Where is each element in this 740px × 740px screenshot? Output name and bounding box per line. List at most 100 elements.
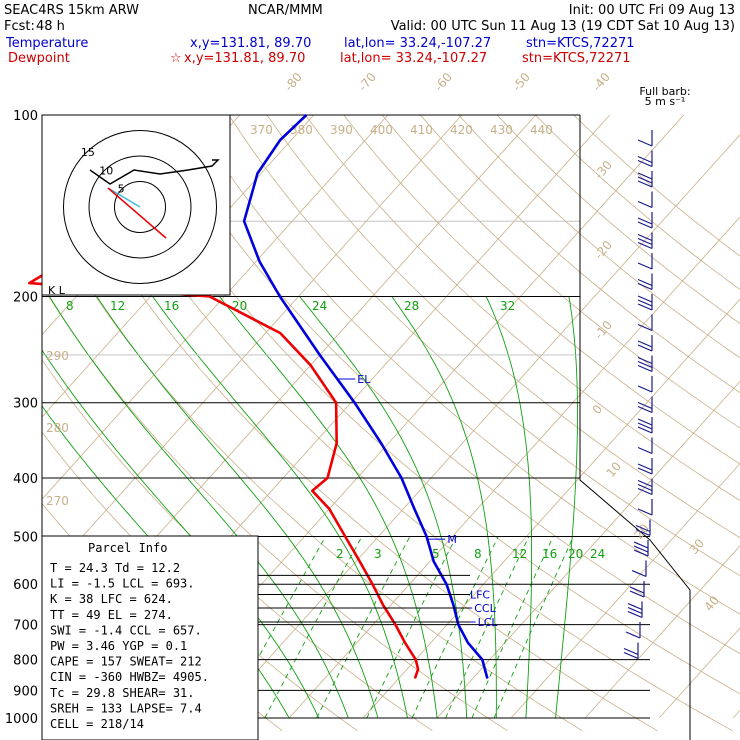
wind-barb-flag — [629, 586, 645, 594]
isotherm-line — [214, 134, 740, 719]
dry-adiabat-label: 280 — [46, 421, 69, 435]
model-name: SEAC4RS 15km ARW — [4, 3, 139, 18]
wind-barb-flag — [637, 217, 653, 225]
dry-adiabat-label: 290 — [46, 349, 69, 363]
pressure-tick-label: 800 — [13, 654, 38, 669]
parcel-info-row: PW = 3.46 YGP = 0.1 — [50, 639, 187, 653]
dry-adiabat-line — [42, 125, 658, 732]
wind-barb-flag — [637, 467, 653, 475]
wind-barb-flag — [637, 172, 653, 180]
hodograph-ring-label: 15 — [81, 146, 95, 159]
pressure-tick-label: 300 — [13, 397, 38, 412]
mixing-ratio-line — [445, 536, 530, 719]
wind-barb-flag — [627, 610, 643, 619]
isotherm-label: -10 — [592, 318, 615, 342]
dry-adiabat-label: 400 — [370, 123, 393, 137]
wind-barb-flag — [637, 237, 653, 246]
wind-barb-flag — [629, 590, 645, 598]
wind-barb-flag — [637, 385, 653, 393]
pressure-tick-label: 600 — [13, 578, 38, 593]
parcel-info-panel: Parcel Info T = 24.3 Td = 12.2 LI = -1.5 … — [41, 535, 470, 740]
wind-barb-flag — [637, 221, 653, 229]
dry-adiabat-label: 420 — [450, 123, 473, 137]
hodograph-storm-motion — [107, 187, 141, 208]
dry-adiabat-label: 440 — [530, 123, 553, 137]
dry-adiabat-label: 430 — [490, 123, 513, 137]
parcel-info-row: SWI = -1.4 CCL = 657. — [50, 623, 202, 637]
mixing-ratio-line — [316, 536, 411, 719]
wind-barb-flag — [637, 200, 653, 209]
wind-barb-flag — [637, 344, 653, 352]
barb-title: Full barb: — [639, 85, 690, 98]
wind-barb-flag — [637, 155, 653, 164]
wind-barb-flag — [633, 545, 649, 553]
moist-adiabat-line — [391, 296, 497, 718]
isotherm-label: -60 — [432, 70, 455, 94]
isotherm-line — [436, 380, 740, 719]
temperature-legend-label: Temperature — [5, 36, 88, 51]
right-frame — [579, 115, 691, 740]
moist-adiabat-label: 24 — [312, 299, 327, 313]
pressure-tick-label: 500 — [13, 530, 38, 545]
wind-barb-flag — [633, 549, 649, 557]
mixing-ratio-line — [411, 536, 499, 719]
wind-barb-flag — [637, 360, 653, 369]
mixing-ratio-label: 2 — [336, 547, 344, 561]
wind-barb-flag — [637, 340, 653, 348]
mixing-ratio-line — [366, 536, 457, 719]
dry-adiabat-line — [228, 115, 740, 577]
pressure-tick-label: 900 — [13, 684, 38, 699]
lower-left-label: K L — [48, 284, 66, 297]
dry-adiabat-line — [496, 115, 740, 324]
isotherm-label: -40 — [590, 70, 613, 94]
isotherm-label: -20 — [592, 238, 615, 262]
dry-adiabat-line — [266, 115, 740, 539]
wind-barb-flag — [637, 508, 653, 516]
isotherm-line — [658, 627, 740, 719]
mixing-ratio-label: 5 — [432, 547, 440, 561]
isotherm-line — [288, 216, 740, 719]
pressure-tick-label: 1000 — [5, 712, 38, 727]
wind-barb-flag — [637, 262, 653, 270]
wind-barb-flag — [637, 422, 653, 430]
mixing-ratio-label: 12 — [512, 547, 527, 561]
wind-barb-flag — [637, 323, 653, 332]
dry-adiabat-label: 410 — [410, 123, 433, 137]
isotherm-label: 0 — [590, 402, 606, 417]
isotherm-label: 40 — [702, 593, 723, 614]
temperature-stn: stn=KTCS,72271 — [526, 36, 635, 51]
moist-adiabat-line — [555, 296, 578, 719]
wind-barb-flag — [635, 524, 651, 533]
mixing-ratio-line — [264, 536, 363, 719]
wind-barb-flag — [637, 487, 653, 496]
mixing-ratio-line — [493, 536, 574, 719]
wind-barb-flag — [637, 356, 653, 365]
wind-barb-flag — [637, 278, 653, 287]
parcel-info-row: SREH = 133 LAPSE= 7.4 — [50, 701, 202, 715]
wind-barb-flag — [637, 401, 653, 410]
parcel-info-box — [41, 535, 259, 740]
moist-adiabat-label: 32 — [500, 299, 515, 313]
wind-barb-flag — [637, 479, 653, 488]
mixing-ratio-label: 24 — [590, 547, 605, 561]
wind-barb-flag — [637, 282, 653, 291]
wind-barb-flag — [637, 233, 653, 242]
dry-adiabat-line — [419, 115, 740, 394]
dewpoint-legend-label: Dewpoint — [8, 51, 70, 66]
wind-barb-flag — [625, 631, 641, 639]
wind-barb-flag — [637, 303, 653, 311]
wind-barb-flag — [637, 405, 653, 414]
wind-barb-flag — [637, 483, 653, 492]
wind-barb-flag — [637, 159, 653, 168]
dewpoint-stn: stn=KTCS,72271 — [522, 51, 631, 66]
dry-adiabat-line — [458, 115, 740, 359]
hodograph-ring-label: 5 — [118, 183, 125, 196]
hodograph-shear-vector — [107, 187, 167, 239]
wind-barb-flag — [637, 463, 653, 471]
dewpoint-latlon: lat,lon= 33.24,-107.27 — [340, 51, 487, 66]
dry-adiabat-line — [151, 115, 740, 655]
dewpoint-xy: x,y=131.81, 89.70 — [184, 51, 305, 66]
isotherm-line — [510, 463, 740, 719]
isotherm-label: -30 — [592, 158, 615, 182]
